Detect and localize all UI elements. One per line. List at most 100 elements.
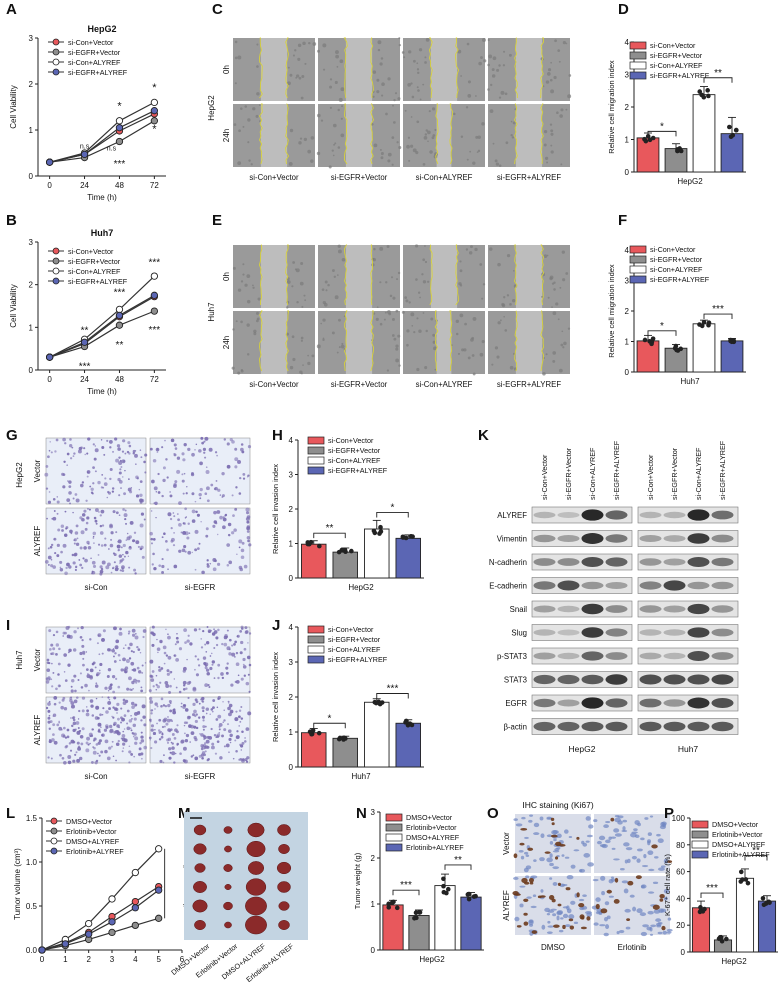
stained-cell [135, 494, 140, 498]
cell-texture [325, 289, 328, 292]
data-point [80, 338, 89, 346]
stained-cell [219, 494, 222, 496]
cell-texture [256, 65, 259, 68]
stained-cell [95, 705, 100, 710]
stained-cell [90, 557, 92, 560]
protein-band [533, 534, 556, 543]
stained-cell [194, 756, 199, 761]
stained-cell [63, 726, 66, 730]
ki67-positive-nucleus [667, 860, 673, 863]
stained-cell [141, 757, 143, 760]
cell-texture [234, 56, 238, 60]
replicate-dot [761, 902, 767, 908]
cell-texture [385, 281, 388, 284]
hematoxylin-nucleus [530, 905, 537, 909]
hematoxylin-nucleus [603, 932, 609, 937]
stained-cell [213, 510, 217, 515]
stained-cell [226, 629, 229, 632]
stained-cell [205, 486, 210, 491]
legend-label: Erlotinib+Vector [66, 827, 117, 836]
stained-cell [206, 758, 210, 762]
cell-texture [503, 296, 506, 299]
stained-cell [227, 700, 230, 703]
stained-cell [173, 532, 175, 534]
legend-marker [52, 247, 60, 255]
cell-texture [258, 104, 261, 106]
stained-cell [71, 446, 74, 449]
stained-cell [176, 456, 181, 460]
stained-cell [203, 738, 206, 741]
stained-cell [47, 547, 50, 550]
data-point [108, 928, 116, 937]
stained-cell [240, 717, 244, 720]
stained-cell [157, 729, 161, 732]
hematoxylin-nucleus [630, 832, 637, 838]
stained-cell [228, 702, 230, 704]
hematoxylin-nucleus [666, 931, 672, 934]
wound-edge-line [435, 103, 439, 165]
stained-cell [240, 749, 243, 751]
cell-texture [408, 50, 412, 54]
stained-cell [214, 521, 218, 525]
cell-texture [232, 266, 236, 270]
cell-texture [338, 97, 343, 102]
hematoxylin-nucleus [657, 931, 663, 935]
stained-cell [90, 704, 94, 708]
cell-texture [233, 123, 237, 126]
cell-texture [487, 38, 490, 42]
stained-cell [141, 664, 144, 667]
stained-cell [158, 731, 161, 734]
x-tick-label: 24 [80, 375, 89, 384]
stained-cell [198, 542, 201, 545]
stained-cell [201, 700, 204, 703]
cell-texture [308, 41, 311, 45]
x-tick-label: 48 [115, 181, 124, 190]
series-line [49, 120, 155, 163]
stained-cell [61, 529, 64, 532]
protein-band [687, 533, 710, 544]
stained-cell [189, 642, 193, 646]
cell-texture [395, 358, 400, 363]
legend-swatch [307, 655, 325, 664]
stained-cell [154, 728, 156, 731]
protein-band [639, 511, 662, 519]
stained-cell [162, 478, 166, 483]
legend-label: si-EGFR+ALYREF [650, 71, 710, 80]
stained-cell [129, 688, 132, 691]
stained-cell [110, 745, 113, 748]
stained-cell [113, 655, 115, 658]
legend-label: si-EGFR+Vector [68, 257, 121, 266]
protein-band [663, 535, 686, 542]
stained-cell [178, 647, 183, 651]
image-background [149, 507, 251, 575]
wound-edge-line [455, 244, 459, 306]
stained-cell [156, 451, 159, 453]
tumor-specimen [194, 863, 206, 873]
stained-cell [165, 684, 170, 688]
stained-cell [217, 676, 220, 680]
hematoxylin-nucleus [514, 916, 520, 922]
image-background [45, 507, 147, 575]
stained-cell [79, 563, 83, 567]
stained-cell [201, 441, 204, 445]
hematoxylin-nucleus [556, 911, 563, 916]
stained-cell [132, 668, 137, 672]
hematoxylin-nucleus [566, 874, 574, 880]
stained-cell [104, 739, 109, 744]
stained-cell [100, 567, 104, 571]
stained-cell [54, 450, 57, 453]
hematoxylin-nucleus [552, 881, 558, 886]
stained-cell [73, 553, 77, 557]
cell-texture [469, 150, 472, 153]
wound-edge-line [343, 103, 348, 165]
stained-cell [122, 508, 125, 511]
cell-texture [296, 301, 299, 304]
stained-cell [115, 458, 120, 463]
stained-cell [186, 639, 190, 643]
stained-cell [194, 738, 198, 742]
stained-cell [91, 662, 95, 666]
stained-cell [158, 738, 162, 741]
stained-cell [64, 442, 67, 445]
stained-cell [128, 546, 132, 550]
cell-texture [253, 332, 257, 336]
